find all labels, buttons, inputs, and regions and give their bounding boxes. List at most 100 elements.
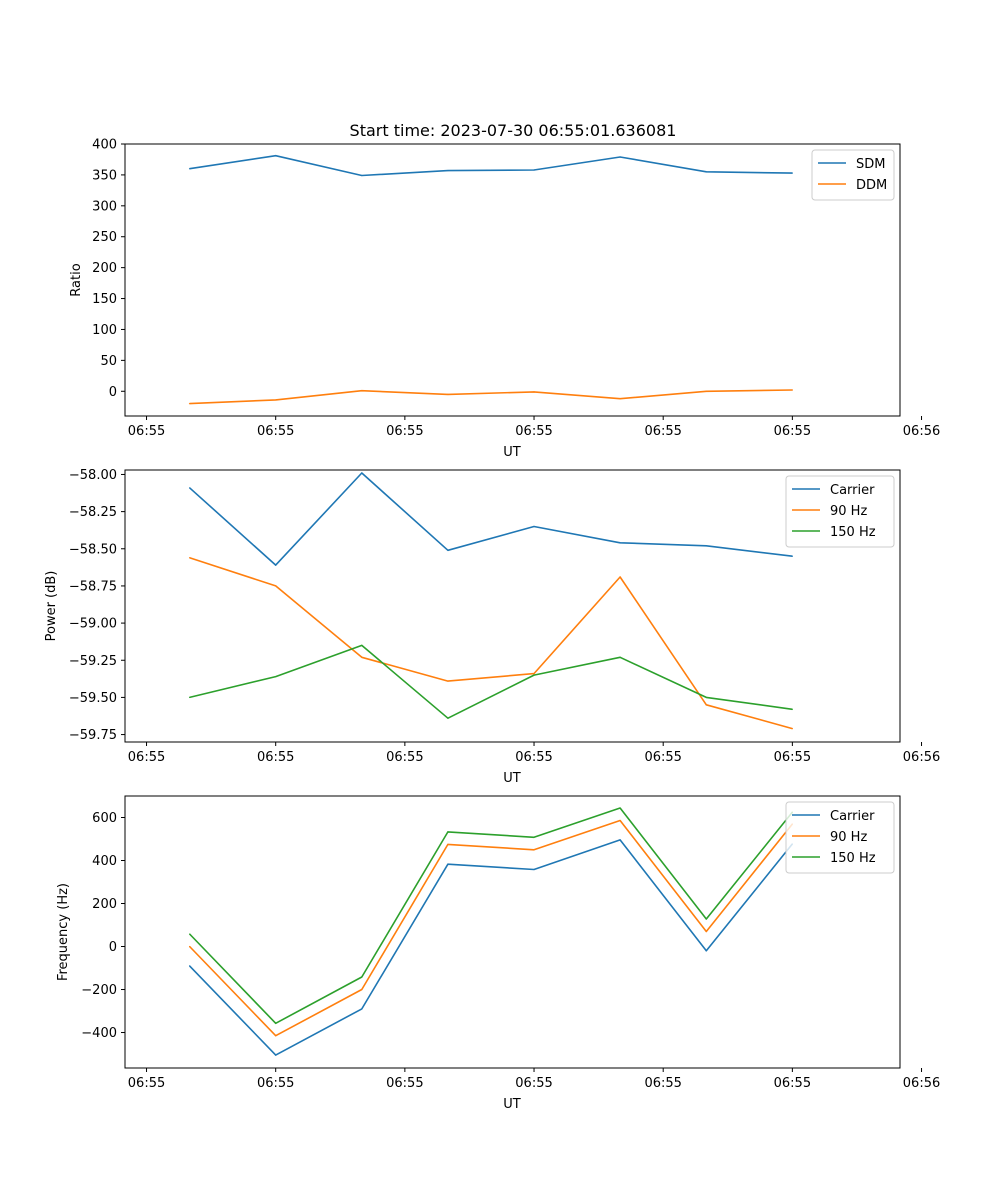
ratio-data-point <box>533 169 535 171</box>
power-x-axis-label: UT <box>503 771 521 786</box>
frequency-legend-label: Carrier <box>830 809 875 824</box>
power-series-line-90-hz <box>189 556 793 730</box>
ratio-y-tick-label: 50 <box>100 354 117 369</box>
frequency-y-tick-label: −200 <box>81 983 117 998</box>
ratio-legend-label: DDM <box>856 178 887 193</box>
frequency-data-point <box>619 807 621 809</box>
power-data-point <box>188 696 191 699</box>
power-x-tick-label: 06:55 <box>515 750 552 765</box>
frequency-data-point <box>533 836 535 838</box>
power-x-tick-label: 06:55 <box>644 750 681 765</box>
frequency-series-line-carrier <box>189 839 794 1056</box>
power-x-tick-label: 06:55 <box>257 750 294 765</box>
frequency-series-line-150-hz <box>189 807 794 1025</box>
ratio-y-tick-label: 100 <box>92 323 117 338</box>
frequency-data-point <box>361 1008 363 1010</box>
power-data-point <box>705 696 707 699</box>
ratio-data-point <box>447 393 449 395</box>
power-data-point <box>533 525 535 528</box>
frequency-y-tick-label: 0 <box>109 940 117 955</box>
ratio-data-point <box>533 391 535 393</box>
ratio-y-tick-label: 0 <box>109 385 117 400</box>
power-series-line-carrier <box>189 472 793 566</box>
ratio-data-point <box>275 155 277 157</box>
frequency-x-tick-label: 06:55 <box>515 1076 552 1091</box>
power-y-axis-label: Power (dB) <box>44 571 59 642</box>
power-x-tick-label: 06:55 <box>128 750 165 765</box>
frequency-data-point <box>275 1022 277 1024</box>
frequency-x-tick-label: 06:55 <box>644 1076 681 1091</box>
ratio-y-tick-label: 400 <box>92 138 117 153</box>
ratio-x-tick-label: 06:55 <box>257 424 294 439</box>
ratio-panel: 06:55 06:55 06:55 06:55 06:55 06:55 06:56 0 50 10… <box>69 138 940 461</box>
ratio-y-tick-label: 250 <box>92 230 117 245</box>
frequency-axes-frame <box>124 795 901 1069</box>
frequency-data-point <box>447 831 449 833</box>
frequency-legend-label: 90 Hz <box>830 830 867 845</box>
frequency-data-point <box>188 933 191 935</box>
power-panel: 06:55 06:55 06:55 06:55 06:55 06:55 06:56 −59.7… <box>44 468 940 786</box>
power-x-tick-label: 06:55 <box>774 750 811 765</box>
power-data-point <box>619 656 621 658</box>
power-data-point <box>275 585 277 587</box>
ratio-series-line-sdm <box>189 154 793 177</box>
ratio-data-point <box>619 156 621 158</box>
frequency-y-tick-label: 600 <box>92 811 117 826</box>
ratio-x-tick-label: 06:55 <box>515 424 552 439</box>
power-data-point <box>619 576 621 578</box>
ratio-data-point <box>447 169 449 172</box>
frequency-data-point <box>447 843 449 845</box>
frequency-data-point <box>705 930 707 933</box>
frequency-data-point <box>275 1035 277 1037</box>
ratio-y-tick-label: 150 <box>92 292 117 307</box>
power-data-point <box>447 717 449 719</box>
ratio-data-point <box>619 398 621 400</box>
ratio-data-point <box>361 174 363 177</box>
frequency-legend <box>785 801 895 874</box>
ratio-x-tick-label: 06:55 <box>386 424 423 439</box>
frequency-series-line-90-hz <box>189 819 794 1037</box>
power-data-point <box>619 542 621 544</box>
power-y-tick-label: −59.25 <box>69 654 117 669</box>
power-data-point <box>791 708 793 710</box>
power-legend-label: 90 Hz <box>830 504 867 519</box>
frequency-panel: 06:55 06:55 06:55 06:55 06:55 06:55 06:56 −400 −… <box>56 795 940 1112</box>
power-data-point <box>447 549 449 551</box>
power-data-point <box>361 644 363 646</box>
ratio-x-tick-label: 06:55 <box>774 424 811 439</box>
frequency-x-tick-label: 06:55 <box>386 1076 423 1091</box>
power-axes-frame <box>124 469 901 743</box>
ratio-x-axis-label: UT <box>503 445 521 460</box>
power-y-tick-label: −59.75 <box>69 728 117 743</box>
frequency-data-point <box>275 1054 277 1056</box>
frequency-data-point <box>619 839 621 841</box>
ratio-data-point <box>791 389 793 391</box>
power-data-point <box>275 564 277 566</box>
power-data-point <box>361 656 363 658</box>
frequency-y-axis-label: Frequency (Hz) <box>56 883 71 981</box>
power-x-tick-label: 06:55 <box>386 750 423 765</box>
ratio-y-tick-label: 200 <box>92 261 117 276</box>
frequency-data-point <box>705 918 707 920</box>
power-data-point <box>533 673 535 675</box>
frequency-y-tick-label: 200 <box>92 897 117 912</box>
frequency-x-tick-label: 06:55 <box>774 1076 811 1091</box>
ratio-legend-label: SDM <box>856 157 885 172</box>
ratio-series-line-ddm <box>189 389 793 405</box>
frequency-y-tick-label: 400 <box>92 854 117 869</box>
ratio-axes-frame <box>124 143 901 417</box>
power-y-tick-label: −58.75 <box>69 579 117 594</box>
frequency-data-point <box>705 950 707 952</box>
power-data-point <box>188 487 191 489</box>
power-data-point <box>705 545 707 547</box>
power-y-tick-label: −58.00 <box>69 468 117 483</box>
frequency-x-axis-label: UT <box>503 1097 521 1112</box>
figure-title: Start time: 2023-07-30 06:55:01.636081 <box>350 121 677 140</box>
frequency-x-tick-label: 06:55 <box>128 1076 165 1091</box>
frequency-data-point <box>188 945 191 948</box>
ratio-x-tick-label: 06:55 <box>128 424 165 439</box>
ratio-data-point <box>275 399 277 401</box>
power-series-line-150-hz <box>189 644 793 720</box>
ratio-data-point <box>361 390 363 392</box>
